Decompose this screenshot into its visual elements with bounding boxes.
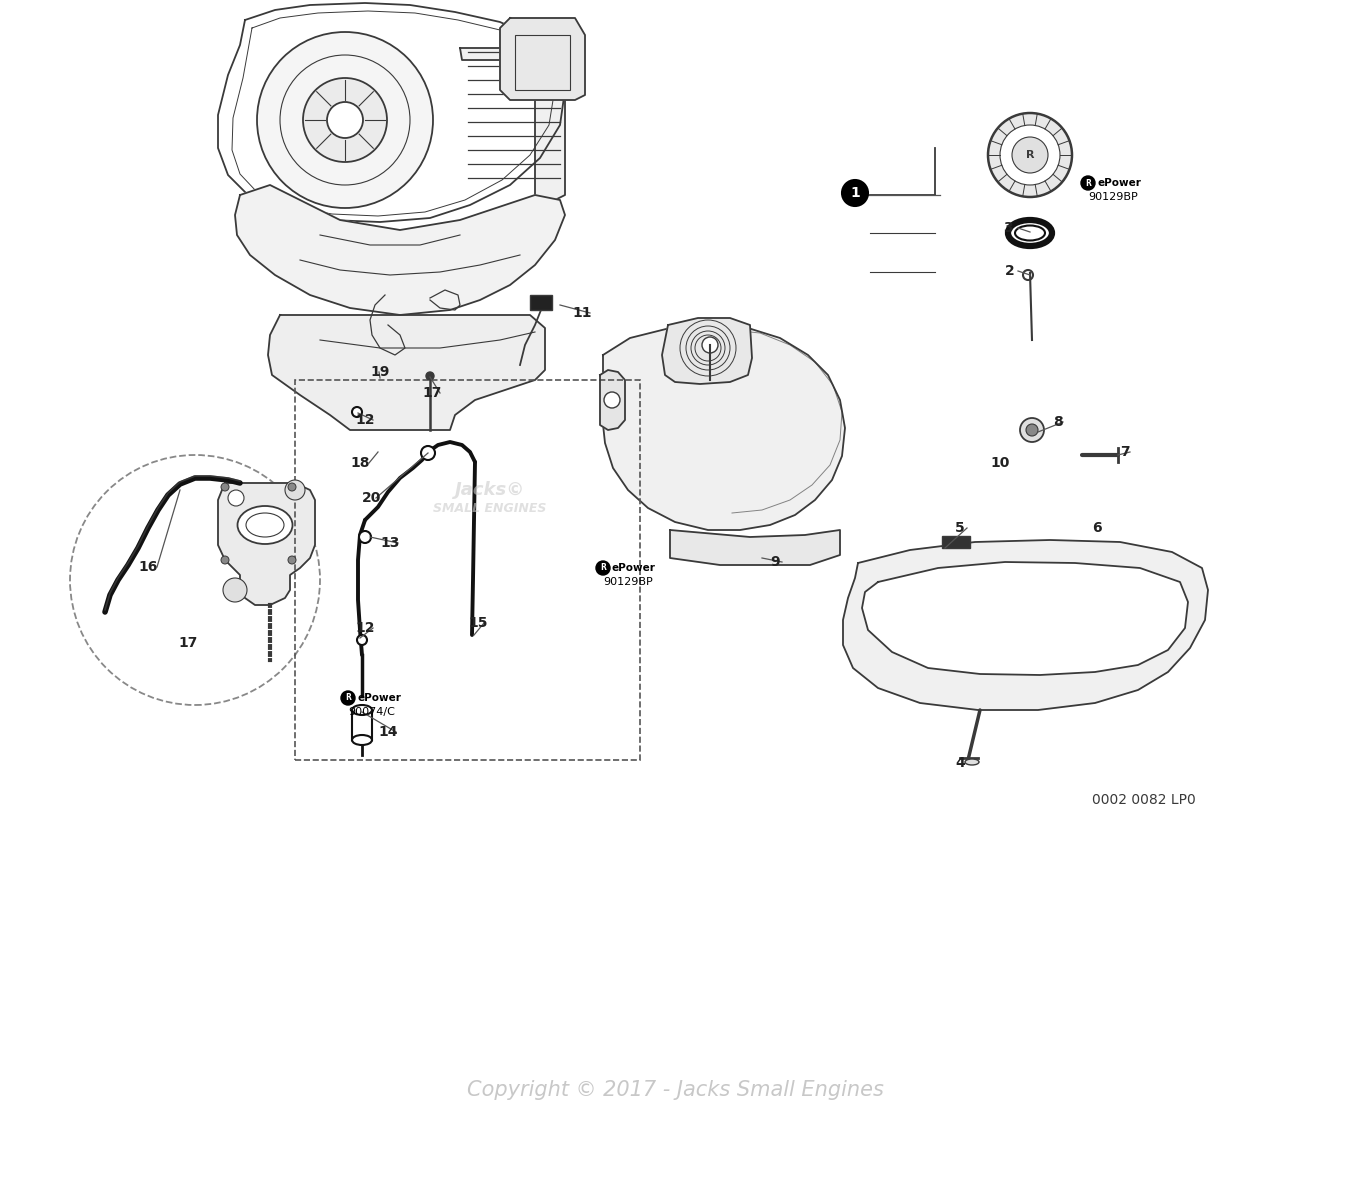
Circle shape: [356, 635, 367, 645]
Text: 90074/C: 90074/C: [348, 707, 394, 717]
Circle shape: [1081, 177, 1095, 190]
Text: 13: 13: [381, 536, 400, 550]
Text: 14: 14: [378, 725, 398, 738]
Text: R: R: [599, 563, 606, 573]
Polygon shape: [500, 18, 585, 100]
Circle shape: [288, 556, 296, 564]
Text: 1: 1: [850, 186, 860, 200]
Polygon shape: [217, 4, 566, 222]
Circle shape: [421, 446, 435, 460]
Ellipse shape: [238, 506, 293, 544]
Circle shape: [228, 490, 244, 506]
Polygon shape: [235, 185, 566, 315]
Text: 7: 7: [1120, 445, 1130, 459]
Circle shape: [288, 483, 296, 492]
Circle shape: [352, 407, 362, 418]
Circle shape: [595, 561, 610, 575]
Circle shape: [603, 392, 620, 408]
Text: 10: 10: [991, 456, 1010, 470]
Text: 15: 15: [468, 616, 487, 630]
Circle shape: [702, 336, 718, 353]
Circle shape: [223, 577, 247, 602]
Bar: [296, 381, 640, 760]
Polygon shape: [460, 48, 566, 200]
Circle shape: [221, 556, 230, 564]
Circle shape: [256, 32, 433, 208]
Text: SMALL ENGINES: SMALL ENGINES: [433, 501, 547, 514]
Text: 19: 19: [370, 365, 390, 379]
Text: 8: 8: [1053, 415, 1062, 429]
Bar: [514, 35, 570, 89]
Text: 90129BP: 90129BP: [603, 577, 653, 587]
Text: ePower: ePower: [612, 563, 656, 573]
Text: 90129BP: 90129BP: [1088, 192, 1138, 202]
Text: 9: 9: [771, 555, 780, 569]
Text: Copyright © 2017 - Jacks Small Engines: Copyright © 2017 - Jacks Small Engines: [467, 1080, 883, 1100]
Text: 12: 12: [355, 413, 375, 427]
Text: 17: 17: [178, 636, 197, 650]
Text: 20: 20: [362, 492, 382, 505]
Circle shape: [842, 180, 868, 206]
Polygon shape: [670, 530, 840, 565]
Text: 4: 4: [956, 756, 965, 769]
Text: 5: 5: [956, 521, 965, 534]
Polygon shape: [217, 483, 315, 605]
Text: R: R: [1085, 179, 1091, 187]
Text: 2: 2: [1006, 264, 1015, 278]
Circle shape: [285, 480, 305, 500]
Circle shape: [327, 101, 363, 138]
Circle shape: [342, 691, 355, 705]
Polygon shape: [662, 319, 752, 384]
Bar: [531, 295, 552, 310]
Ellipse shape: [352, 705, 373, 715]
Circle shape: [1026, 424, 1038, 435]
Text: 17: 17: [423, 387, 441, 400]
Text: R: R: [1026, 150, 1034, 160]
Polygon shape: [602, 324, 845, 530]
Text: 3: 3: [1003, 221, 1012, 235]
Circle shape: [221, 483, 230, 492]
Circle shape: [1000, 125, 1060, 185]
Circle shape: [359, 531, 371, 543]
Text: 16: 16: [138, 560, 158, 574]
Polygon shape: [863, 562, 1188, 675]
Text: ePower: ePower: [356, 693, 401, 703]
Text: 18: 18: [350, 456, 370, 470]
Circle shape: [1021, 418, 1044, 441]
Bar: [942, 536, 971, 548]
Polygon shape: [599, 370, 625, 429]
Text: R: R: [346, 693, 351, 703]
Text: 6: 6: [1092, 521, 1102, 534]
Text: Jacks©: Jacks©: [455, 481, 525, 499]
Bar: [352, 710, 373, 740]
Text: 11: 11: [572, 305, 591, 320]
Circle shape: [988, 113, 1072, 197]
Circle shape: [427, 372, 433, 381]
Text: 12: 12: [355, 622, 375, 635]
Circle shape: [302, 78, 387, 162]
Circle shape: [1012, 137, 1048, 173]
Polygon shape: [842, 540, 1208, 710]
Ellipse shape: [965, 759, 979, 765]
Ellipse shape: [352, 735, 373, 744]
Text: 0002 0082 LP0: 0002 0082 LP0: [1092, 793, 1196, 806]
Text: ePower: ePower: [1098, 178, 1141, 188]
Polygon shape: [269, 315, 545, 429]
